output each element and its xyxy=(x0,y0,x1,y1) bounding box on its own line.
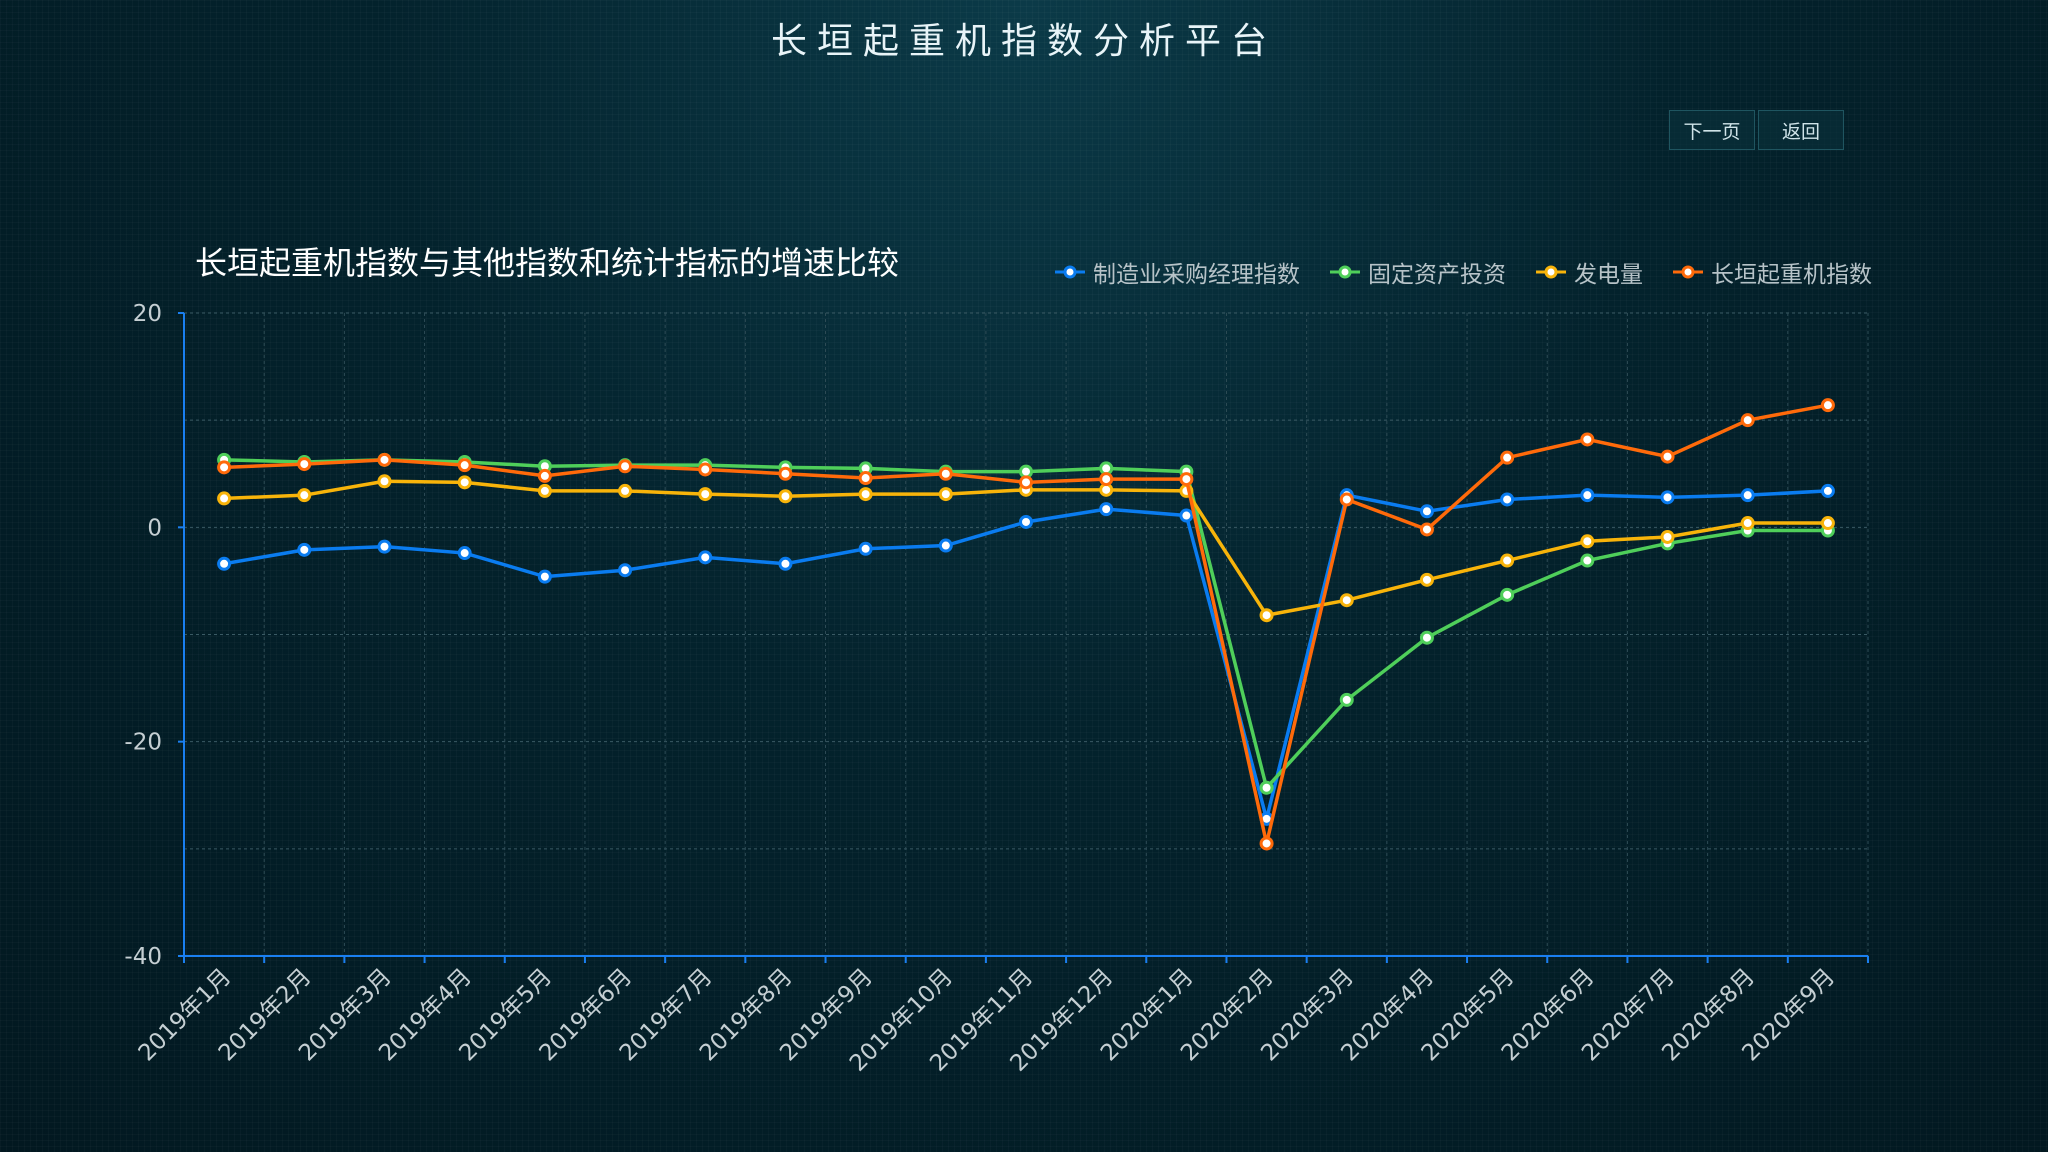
legend-marker-icon xyxy=(1536,265,1566,279)
data-point xyxy=(1740,488,1755,503)
y-tick-label: 0 xyxy=(147,515,162,541)
data-point xyxy=(1259,836,1274,851)
data-point xyxy=(457,546,472,561)
data-point xyxy=(858,541,873,556)
data-point xyxy=(297,457,312,472)
data-point xyxy=(1099,502,1114,517)
data-point xyxy=(1419,522,1434,537)
data-point xyxy=(1419,504,1434,519)
data-point xyxy=(1500,587,1515,602)
data-point xyxy=(778,556,793,571)
back-button[interactable]: 返回 xyxy=(1758,110,1844,150)
data-point xyxy=(457,458,472,473)
data-point xyxy=(377,539,392,554)
data-point xyxy=(858,471,873,486)
data-point xyxy=(1820,483,1835,498)
legend-label: 固定资产投资 xyxy=(1368,262,1506,288)
data-point xyxy=(217,460,232,475)
data-point xyxy=(618,483,633,498)
data-point xyxy=(1500,492,1515,507)
data-point xyxy=(297,542,312,557)
data-point xyxy=(457,475,472,490)
data-point xyxy=(938,487,953,502)
data-point xyxy=(1660,449,1675,464)
series-line xyxy=(224,458,1828,792)
data-point xyxy=(698,487,713,502)
legend-item[interactable]: 制造业采购经理指数 xyxy=(1055,255,1300,289)
data-point xyxy=(1339,593,1354,608)
data-point xyxy=(377,452,392,467)
data-point xyxy=(1259,608,1274,623)
data-point xyxy=(698,462,713,477)
data-point xyxy=(1099,472,1114,487)
data-point xyxy=(537,468,552,483)
legend-marker-icon xyxy=(1330,265,1360,279)
data-point xyxy=(1580,534,1595,549)
data-point xyxy=(297,488,312,503)
data-point xyxy=(1740,516,1755,531)
legend-label: 长垣起重机指数 xyxy=(1711,262,1872,288)
data-point xyxy=(698,550,713,565)
legend-label: 制造业采购经理指数 xyxy=(1093,262,1300,288)
series-1 xyxy=(217,452,1835,795)
legend: 制造业采购经理指数 固定资产投资 发电量 长垣起重机指数 xyxy=(1055,255,1872,289)
data-point xyxy=(537,569,552,584)
data-point xyxy=(938,538,953,553)
series-3 xyxy=(217,398,1835,851)
legend-marker-icon xyxy=(1673,265,1703,279)
data-point xyxy=(1580,553,1595,568)
legend-marker-icon xyxy=(1055,265,1085,279)
data-point xyxy=(938,466,953,481)
data-point xyxy=(1820,516,1835,531)
data-point xyxy=(1580,488,1595,503)
y-tick-label: 20 xyxy=(133,301,162,327)
page-title: 长垣起重机指数分析平台 xyxy=(770,21,1277,62)
data-point xyxy=(1820,398,1835,413)
data-point xyxy=(217,556,232,571)
series-2 xyxy=(217,474,1835,623)
legend-item[interactable]: 长垣起重机指数 xyxy=(1673,255,1872,289)
data-point xyxy=(1419,572,1434,587)
next-page-button[interactable]: 下一页 xyxy=(1669,110,1755,150)
series-0 xyxy=(217,483,1835,826)
data-point xyxy=(1419,630,1434,645)
data-point xyxy=(1019,475,1033,490)
legend-item[interactable]: 发电量 xyxy=(1536,255,1643,289)
data-point xyxy=(778,489,793,504)
data-point xyxy=(1500,553,1515,568)
data-point xyxy=(1580,432,1595,447)
data-point xyxy=(778,466,793,481)
data-point xyxy=(1259,780,1274,795)
data-point xyxy=(1339,492,1354,507)
data-point xyxy=(1179,472,1194,487)
legend-item[interactable]: 固定资产投资 xyxy=(1330,255,1506,289)
data-point xyxy=(1660,529,1675,544)
data-point xyxy=(858,487,873,502)
data-point xyxy=(1740,413,1755,428)
legend-label: 发电量 xyxy=(1574,262,1643,288)
data-point xyxy=(1500,450,1515,465)
data-point xyxy=(1660,490,1675,505)
y-tick-label: -40 xyxy=(124,944,162,970)
data-point xyxy=(1019,514,1033,529)
data-point xyxy=(1179,508,1194,523)
data-point xyxy=(618,459,633,474)
data-point xyxy=(377,474,392,489)
chart-title: 长垣起重机指数与其他指数和统计指标的增速比较 xyxy=(195,244,900,282)
y-tick-label: -20 xyxy=(124,730,162,756)
data-point xyxy=(618,563,633,578)
data-point xyxy=(217,491,232,506)
data-point xyxy=(1339,692,1354,707)
data-point xyxy=(537,483,552,498)
